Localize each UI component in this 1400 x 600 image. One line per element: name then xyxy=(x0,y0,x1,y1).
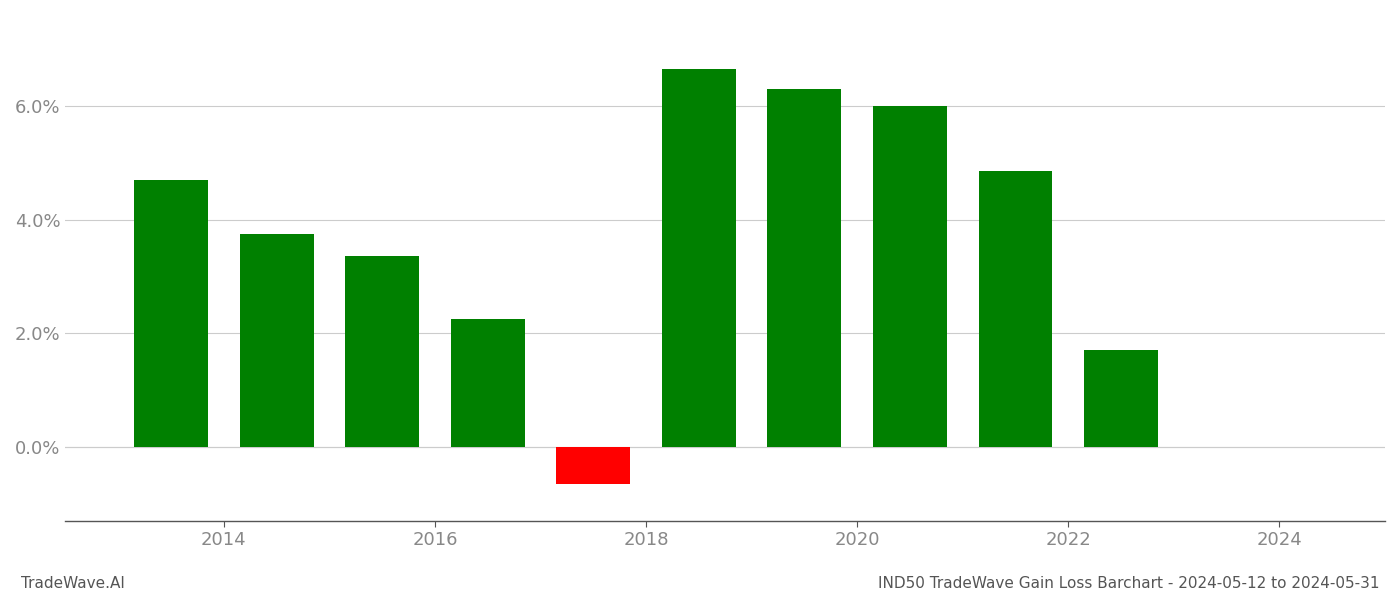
Bar xyxy=(134,180,209,447)
Bar xyxy=(979,171,1053,447)
Text: IND50 TradeWave Gain Loss Barchart - 2024-05-12 to 2024-05-31: IND50 TradeWave Gain Loss Barchart - 202… xyxy=(878,576,1379,591)
Text: TradeWave.AI: TradeWave.AI xyxy=(21,576,125,591)
Bar xyxy=(556,447,630,484)
Bar xyxy=(874,106,946,447)
Bar xyxy=(662,69,736,447)
Bar xyxy=(1084,350,1158,447)
Bar xyxy=(239,234,314,447)
Bar xyxy=(451,319,525,447)
Bar xyxy=(767,89,841,447)
Bar xyxy=(346,256,419,447)
